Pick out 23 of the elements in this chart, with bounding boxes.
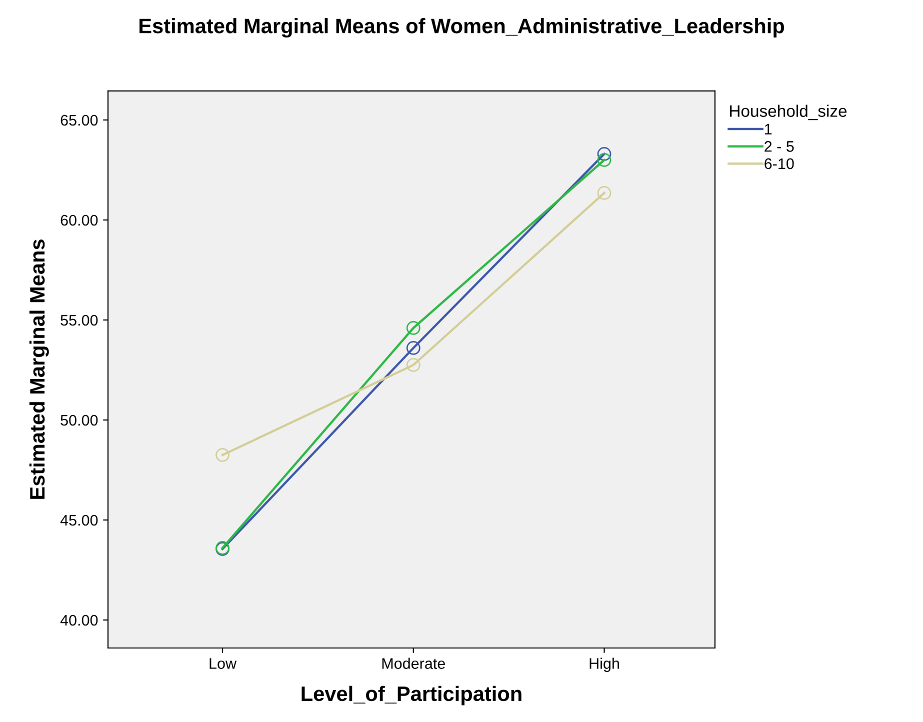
point <box>406 321 420 335</box>
y-tick-label: 65.00 <box>60 114 98 126</box>
point <box>597 186 612 200</box>
x-axis-title: Level_of_Participation <box>302 686 522 706</box>
legend-label: 2 - 5 <box>764 141 794 152</box>
y-tick-label: 40.00 <box>60 614 98 626</box>
y-axis-title: Estimated Marginal Means <box>29 240 49 499</box>
point <box>597 153 612 167</box>
y-tick-label: 60.00 <box>60 214 98 226</box>
point <box>406 341 420 355</box>
y-tick-label: 45.00 <box>60 514 98 526</box>
legend-label: 6-10 <box>764 158 794 170</box>
point <box>597 147 612 161</box>
y-tick-label: 55.00 <box>60 314 98 326</box>
x-tick-label: Low <box>210 658 237 669</box>
point <box>216 448 230 462</box>
chart-title: Estimated Marginal Means of Women_Administrative_Leadership <box>140 18 784 38</box>
x-tick-label: High <box>590 658 619 672</box>
legend-title: Household_size <box>730 104 847 120</box>
x-tick-label: Moderate <box>382 658 445 669</box>
legend-label: 1 <box>765 124 772 134</box>
y-tick-label: 50.00 <box>60 414 98 426</box>
point <box>406 358 420 372</box>
